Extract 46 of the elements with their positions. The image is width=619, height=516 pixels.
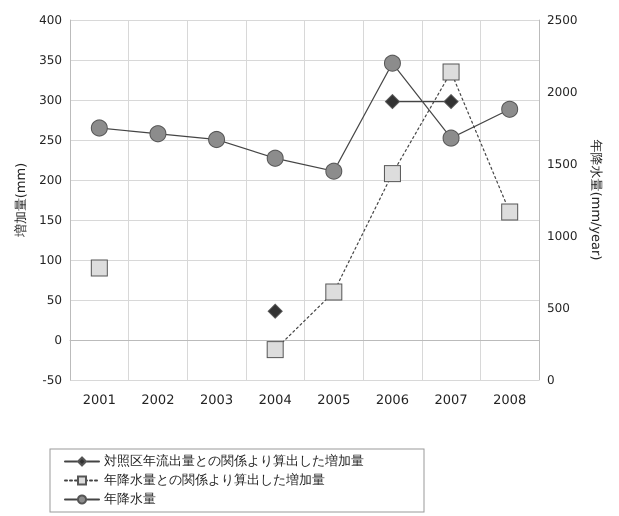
- legend-label: 対照区年流出量との関係より算出した増加量: [104, 453, 364, 469]
- point: [501, 100, 518, 118]
- y2-axis-title: 年降水量(mm/year): [588, 140, 603, 260]
- point: [384, 94, 400, 110]
- point: [442, 64, 460, 80]
- point: [90, 260, 108, 276]
- point: [208, 131, 226, 148]
- y-tick-label: 350: [39, 53, 62, 67]
- point: [384, 54, 401, 72]
- point: [444, 94, 459, 110]
- x-tick-label: 2003: [200, 393, 234, 408]
- x-tick-label: 2002: [141, 393, 174, 408]
- y-tick-label: 100: [39, 253, 62, 267]
- y-tick-label: 300: [39, 93, 62, 107]
- point: [325, 284, 342, 300]
- legend-label: 年降水量との関係より算出した増加量: [104, 472, 325, 488]
- point: [90, 120, 108, 136]
- y-tick-label: 200: [39, 173, 62, 187]
- point: [442, 130, 460, 147]
- y-tick-label: 150: [39, 213, 62, 227]
- y2-tick-label: 1000: [547, 229, 578, 243]
- x-tick-label: 2001: [82, 393, 116, 408]
- point: [325, 162, 342, 180]
- y2-tick-label: 500: [547, 301, 570, 315]
- x-tick-label: 2006: [376, 393, 409, 408]
- point: [501, 204, 518, 220]
- y-tick-label: 0: [54, 333, 62, 347]
- point: [266, 150, 284, 167]
- y2-tick-label: 2500: [547, 13, 578, 27]
- legend-label: 年降水量: [104, 492, 156, 507]
- y-axis-title: 増加量(mm): [13, 162, 29, 238]
- y2-tick-label: 0: [547, 373, 555, 387]
- x-tick-label: 2005: [317, 393, 350, 408]
- y2-tick-label: 1500: [547, 157, 578, 171]
- x-tick-label: 2008: [493, 393, 526, 408]
- point: [384, 165, 401, 182]
- y2-tick-label: 2000: [547, 85, 578, 99]
- point: [266, 341, 284, 358]
- y-tick-label: 50: [46, 293, 62, 307]
- y-tick-label: 400: [39, 13, 62, 27]
- y-tick-label: 250: [39, 133, 62, 147]
- point: [149, 125, 166, 142]
- x-tick-label: 2004: [258, 393, 292, 408]
- x-tick-label: 2007: [434, 393, 468, 408]
- y-tick-label: -50: [42, 373, 62, 387]
- point: [268, 304, 283, 319]
